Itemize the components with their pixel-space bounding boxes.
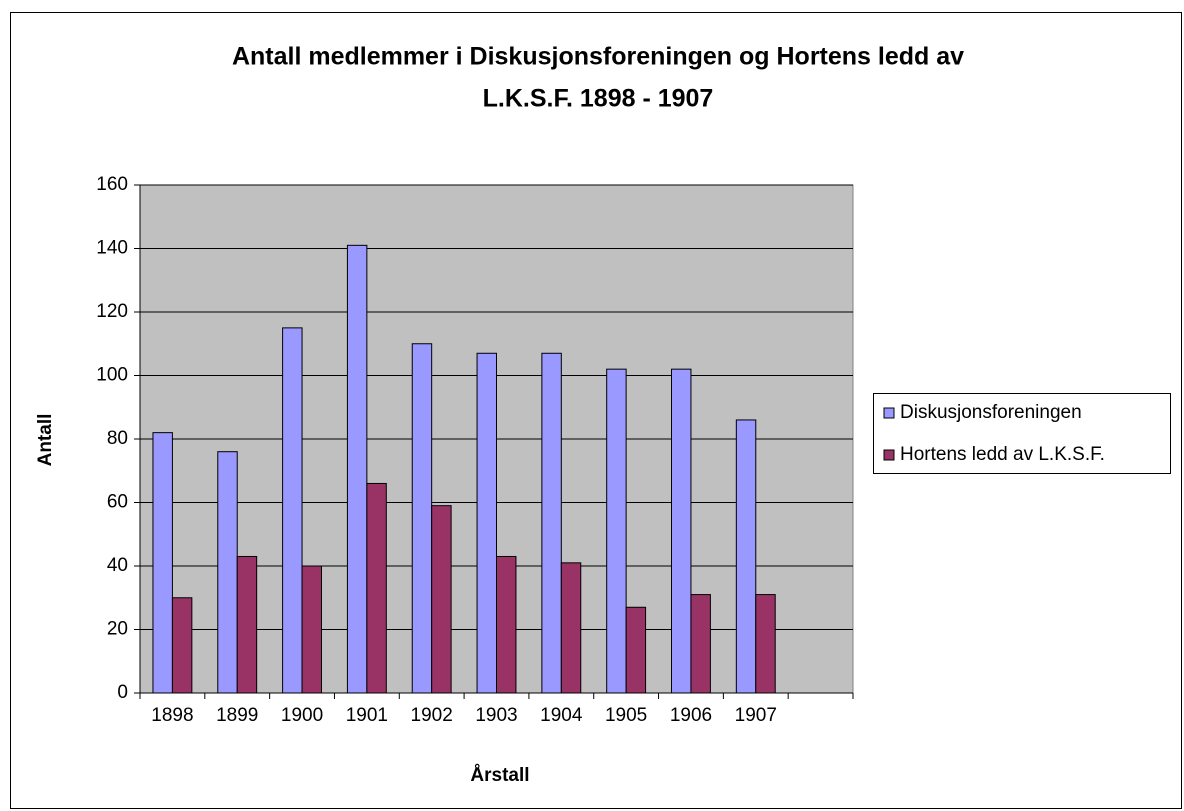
bar <box>671 368 692 694</box>
bar <box>217 451 238 694</box>
legend-box <box>873 393 1171 474</box>
x-tick-label: 1901 <box>346 705 388 726</box>
legend-swatch <box>883 449 895 461</box>
y-tick-label: 120 <box>96 301 128 322</box>
x-axis-title: Årstall <box>470 765 529 786</box>
x-tick-label: 1898 <box>151 705 193 726</box>
y-axis-title: Antall <box>35 414 56 467</box>
x-tick-label: 1903 <box>475 705 517 726</box>
bar <box>346 244 368 694</box>
bar <box>411 343 433 694</box>
bar <box>606 368 627 694</box>
x-tick-label: 1906 <box>670 705 712 726</box>
bar <box>431 505 452 694</box>
bar <box>560 562 582 694</box>
x-tick-label: 1900 <box>281 705 323 726</box>
bar <box>735 419 757 694</box>
x-tick-label: 1907 <box>735 705 777 726</box>
bar <box>476 352 497 694</box>
x-tick-label: 1904 <box>540 705 583 726</box>
x-tick-label: 1899 <box>216 705 258 726</box>
bar <box>496 555 517 694</box>
bar <box>236 555 258 694</box>
y-tick-label: 60 <box>107 492 128 513</box>
y-tick-label: 20 <box>107 619 128 640</box>
bar <box>152 432 173 694</box>
chart-title: L.K.S.F. 1898 - 1907 <box>483 85 714 113</box>
y-tick-label: 80 <box>107 428 128 449</box>
x-tick-label: 1905 <box>605 705 647 726</box>
x-tick-label: 1902 <box>411 705 453 726</box>
legend-label: Hortens ledd av L.K.S.F. <box>900 444 1105 465</box>
bar <box>366 482 387 694</box>
bar <box>282 327 303 694</box>
legend-label: Diskusjonsforeningen <box>900 402 1082 423</box>
bar <box>301 565 322 694</box>
y-tick-label: 160 <box>96 174 128 195</box>
y-tick-label: 100 <box>96 365 128 386</box>
y-tick-label: 0 <box>117 682 128 703</box>
chart-title: Antall medlemmer i Diskusjonsforeningen … <box>232 43 964 71</box>
legend-swatch <box>883 407 895 419</box>
bar <box>690 594 711 694</box>
y-tick-label: 140 <box>96 238 128 259</box>
y-tick-label: 40 <box>107 555 128 576</box>
bar <box>755 594 776 694</box>
bar <box>541 352 562 694</box>
bar <box>171 597 193 694</box>
bar <box>625 606 647 694</box>
